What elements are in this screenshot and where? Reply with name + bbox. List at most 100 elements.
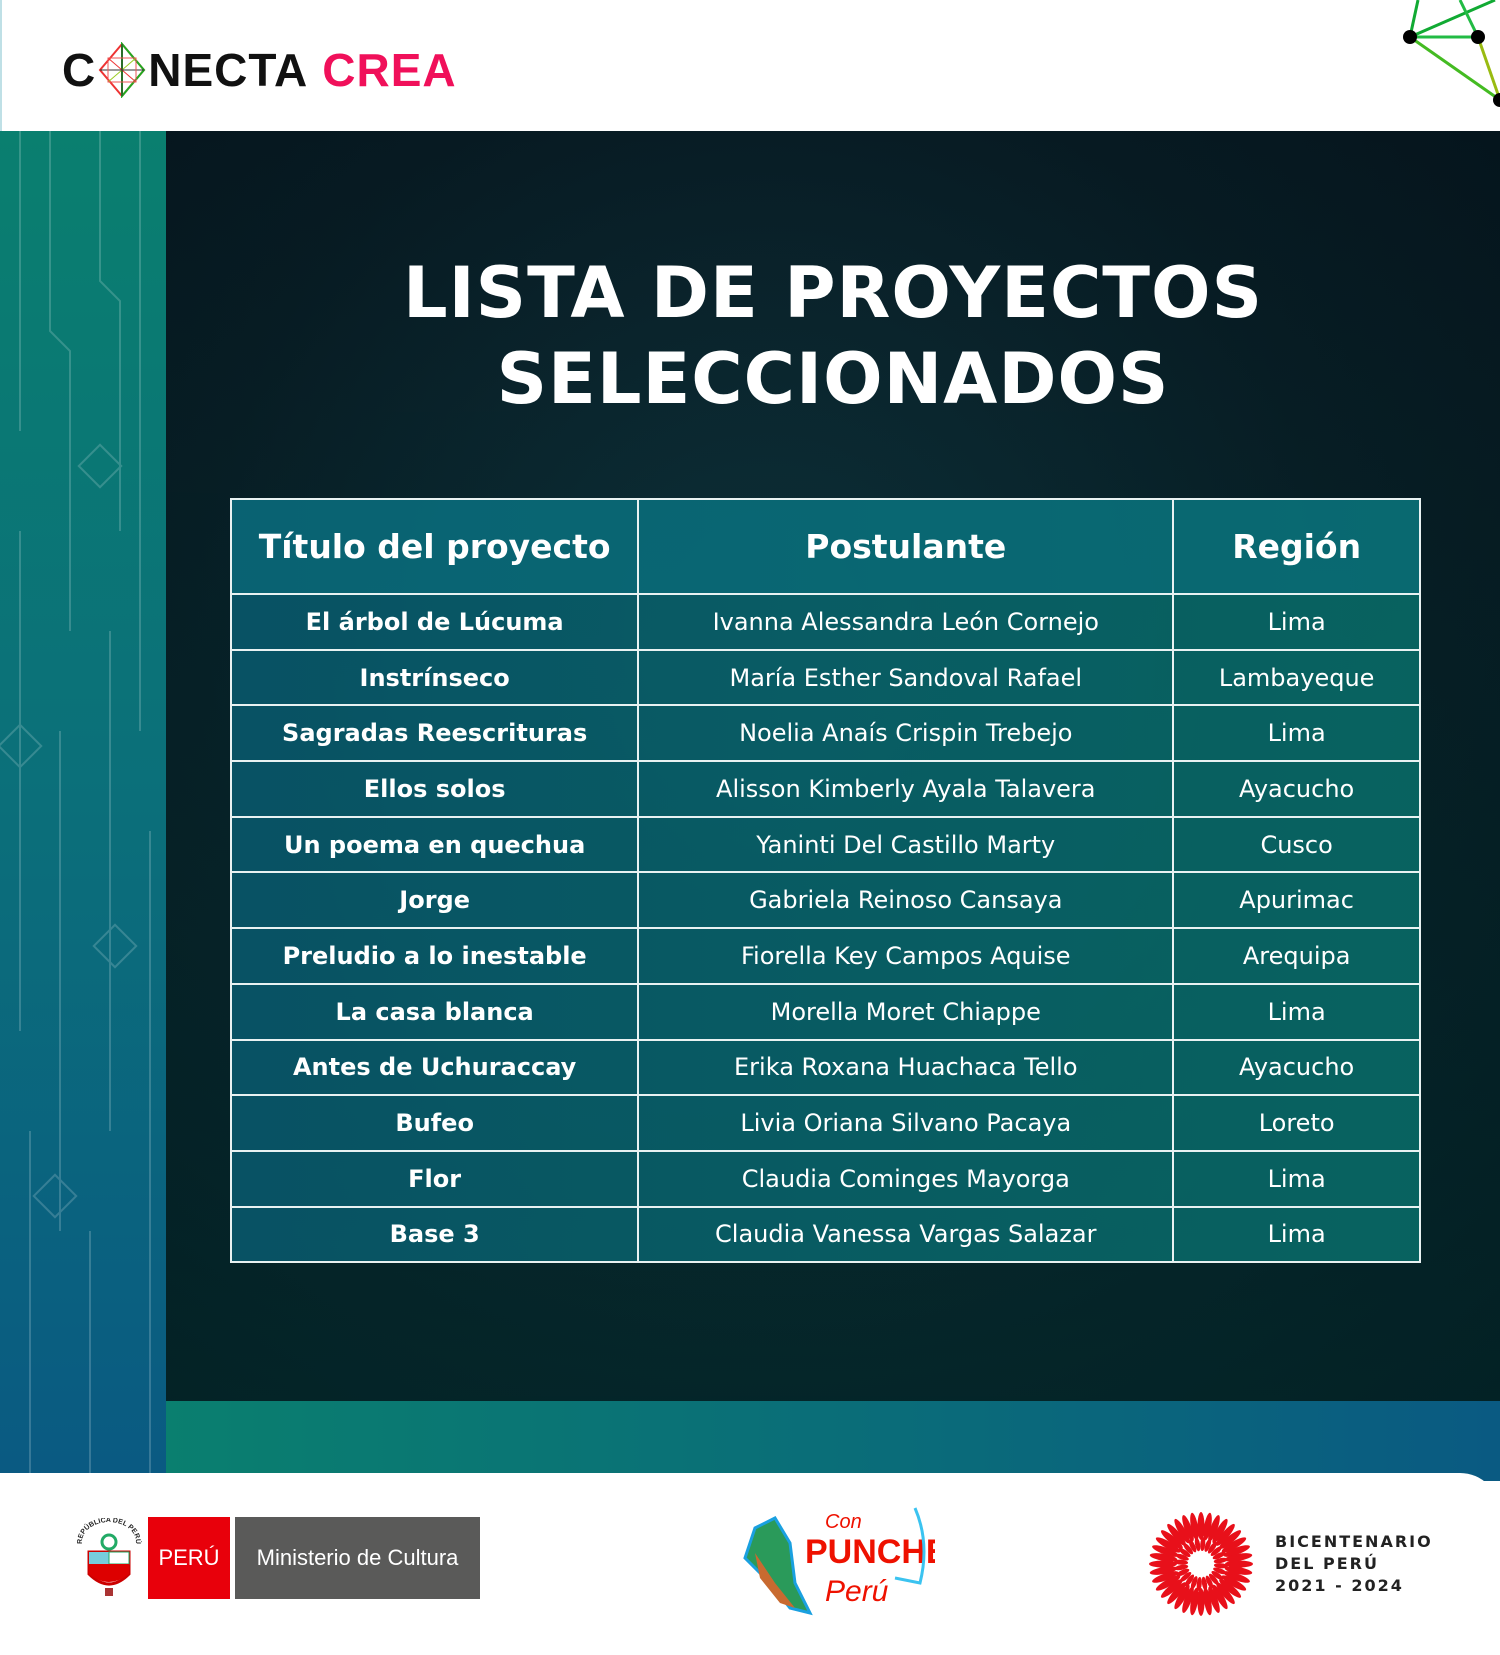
sun-ray — [1180, 1571, 1192, 1582]
sun-ray — [1203, 1512, 1212, 1541]
sun-ray — [1219, 1530, 1242, 1549]
bicentenario-years: 2021 - 2024 — [1275, 1576, 1404, 1595]
applicant-cell: Claudia Vanessa Vargas Salazar — [637, 1205, 1175, 1264]
region-cell: Lima — [1172, 1205, 1421, 1264]
sun-ray — [1221, 1537, 1247, 1553]
sun-ray — [1224, 1566, 1253, 1575]
table-row: Jorge Gabriela Reinoso Cansaya Apurimac — [229, 871, 1421, 930]
region-cell: Lima — [1172, 704, 1421, 763]
project-title-cell: Ellos solos — [229, 760, 640, 818]
sun-ray — [1213, 1563, 1228, 1569]
bicentenario-logo: BICENTENARIO DEL PERÚ 2021 - 2024 — [1145, 1508, 1433, 1620]
sun-ray — [1216, 1523, 1235, 1546]
table-row: Un poema en quechua Yaninti Del Castillo … — [229, 815, 1421, 874]
sun-ray — [1196, 1576, 1202, 1591]
sun-ray — [1208, 1515, 1220, 1542]
sun-ray — [1216, 1582, 1235, 1605]
sun-ray — [1183, 1543, 1194, 1555]
sun-ray — [1225, 1560, 1253, 1568]
header: C NECTA CREA — [0, 0, 1500, 131]
sun-ray — [1182, 1515, 1194, 1542]
sun-ray — [1190, 1512, 1199, 1541]
sun-ray — [1223, 1545, 1250, 1557]
sun-ray — [1204, 1538, 1212, 1552]
sun-ray — [1174, 1518, 1190, 1544]
table-row: Flor Claudia Cominges Mayorga Lima — [229, 1149, 1421, 1208]
sun-ray — [1212, 1518, 1228, 1544]
sun-ray — [1152, 1545, 1179, 1557]
project-title-cell: Antes de Uchuraccay — [229, 1038, 640, 1097]
project-title-cell: El árbol de Lúcuma — [229, 593, 640, 651]
sun-ray — [1155, 1575, 1181, 1591]
region-cell: Lima — [1172, 1149, 1421, 1208]
sun-ray — [1176, 1568, 1190, 1577]
logo-letter: C — [62, 44, 97, 96]
network-diamond-icon — [98, 42, 146, 98]
punche-text-1: Con — [825, 1511, 862, 1533]
sun-ray — [1160, 1530, 1183, 1549]
region-cell: Arequipa — [1172, 927, 1421, 985]
left-pattern-strip — [0, 131, 166, 1473]
title-line-1: LISTA DE PROYECTOS — [403, 252, 1263, 334]
sun-ray — [1210, 1546, 1222, 1557]
sun-ray — [1175, 1553, 1189, 1561]
sun-ray — [1197, 1512, 1205, 1540]
circuit-pattern-icon — [0, 131, 151, 1473]
sun-ray — [1149, 1566, 1178, 1575]
network-decoration-icon — [1403, 0, 1500, 107]
sun-ray — [1219, 1579, 1242, 1598]
project-title-cell: Bufeo — [229, 1094, 640, 1152]
region-cell: Ayacucho — [1172, 1038, 1421, 1097]
column-header: Postulante — [637, 498, 1175, 595]
sun-ray — [1160, 1579, 1183, 1598]
applicant-cell: Yaninti Del Castillo Marty — [637, 815, 1175, 874]
column-header: Región — [1172, 498, 1421, 595]
table-row: Ellos solos Alisson Kimberly Ayala Talave… — [229, 760, 1421, 818]
applicant-cell: Livia Oriana Silvano Pacaya — [637, 1094, 1175, 1152]
bicentenario-line-1: BICENTENARIO — [1275, 1532, 1433, 1551]
coat-of-arms-icon: REPÚBLICA DEL PERÚ — [77, 1518, 142, 1596]
project-title-cell: Flor — [229, 1149, 640, 1208]
sun-ray — [1167, 1523, 1186, 1546]
projects-table: Título del proyecto Postulante Región El á… — [229, 498, 1421, 1264]
sun-ray — [1149, 1560, 1177, 1568]
ministerio-cultura-logo: REPÚBLICA DEL PERÚ PERÚ Ministerio de Cu… — [76, 1517, 480, 1599]
project-title-cell: Jorge — [229, 871, 640, 930]
sun-ray — [1194, 1537, 1201, 1552]
bicentenario-line-2: DEL PERÚ — [1275, 1554, 1379, 1573]
applicant-cell: Fiorella Key Campos Aquise — [637, 927, 1175, 985]
applicant-cell: Noelia Anaís Crispin Trebejo — [637, 704, 1175, 763]
conecta-crea-logo: C NECTA CREA — [62, 42, 457, 98]
applicant-cell: Morella Moret Chiappe — [637, 982, 1175, 1041]
sun-ray — [1197, 1588, 1205, 1616]
footer: REPÚBLICA DEL PERÚ PERÚ Ministerio de Cu… — [0, 1473, 1500, 1655]
sun-ray — [1212, 1551, 1226, 1560]
sun-ray — [1212, 1584, 1228, 1610]
applicant-cell: Claudia Cominges Mayorga — [637, 1149, 1175, 1208]
region-cell: Loreto — [1172, 1094, 1421, 1152]
table-row: El árbol de Lúcuma Ivanna Alessandra León… — [229, 593, 1421, 651]
bottom-band — [166, 1401, 1500, 1481]
peru-label: PERÚ — [148, 1517, 230, 1599]
project-title-cell: Preludio a lo inestable — [229, 927, 640, 985]
table-row: Sagradas Reescrituras Noelia Anaís Crispi… — [229, 704, 1421, 763]
project-title-cell: Un poema en quechua — [229, 815, 640, 874]
sun-ray — [1174, 1559, 1189, 1565]
applicant-cell: Ivanna Alessandra León Cornejo — [637, 593, 1175, 651]
sun-ray — [1207, 1541, 1217, 1554]
coat-of-arms-text: REPÚBLICA DEL PERÚ — [77, 1518, 142, 1544]
region-cell: Cusco — [1172, 815, 1421, 874]
sun-ray — [1190, 1587, 1199, 1616]
applicant-cell: Alisson Kimberly Ayala Talavera — [637, 760, 1175, 818]
sun-ray — [1203, 1587, 1212, 1616]
sun-ray — [1174, 1584, 1190, 1610]
region-cell: Apurimac — [1172, 871, 1421, 930]
applicant-cell: Erika Roxana Huachaca Tello — [637, 1038, 1175, 1097]
sun-ray — [1213, 1557, 1228, 1564]
column-header: Título del proyecto — [229, 498, 640, 595]
bicentenario-sun-icon — [1149, 1512, 1253, 1616]
sun-ray — [1178, 1548, 1191, 1558]
region-cell: Lima — [1172, 982, 1421, 1041]
sun-ray — [1174, 1564, 1189, 1571]
sun-ray — [1200, 1537, 1206, 1552]
